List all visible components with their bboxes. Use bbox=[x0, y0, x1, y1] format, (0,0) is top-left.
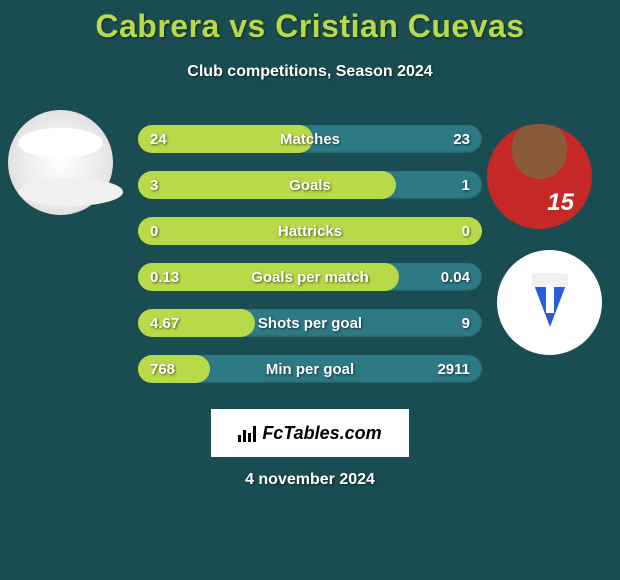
subtitle: Club competitions, Season 2024 bbox=[0, 63, 620, 81]
stat-label: Matches bbox=[280, 131, 340, 148]
stat-label: Hattricks bbox=[278, 223, 342, 240]
stat-right-value: 23 bbox=[453, 131, 470, 148]
stat-right-value: 0 bbox=[462, 223, 470, 240]
branding-box: FcTables.com bbox=[211, 409, 409, 457]
player-right-avatar bbox=[487, 124, 592, 229]
stat-left-value: 24 bbox=[150, 131, 167, 148]
stats-bars: 24 Matches 23 3 Goals 1 0 Hattricks 0 0.… bbox=[138, 125, 482, 383]
comparison-card: Cabrera vs Cristian Cuevas Club competit… bbox=[0, 0, 620, 489]
stat-label: Shots per goal bbox=[258, 315, 362, 332]
stat-bar-goals-per-match: 0.13 Goals per match 0.04 bbox=[138, 263, 482, 291]
stat-label: Goals bbox=[289, 177, 331, 194]
stat-bar-min-per-goal: 768 Min per goal 2911 bbox=[138, 355, 482, 383]
date-text: 4 november 2024 bbox=[0, 471, 620, 489]
stat-left-value: 0 bbox=[150, 223, 158, 240]
stat-bar-shots-per-goal: 4.67 Shots per goal 9 bbox=[138, 309, 482, 337]
stat-left-value: 3 bbox=[150, 177, 158, 194]
branding-text: FcTables.com bbox=[262, 423, 381, 444]
player-left-team-badge bbox=[18, 178, 123, 206]
stat-left-value: 768 bbox=[150, 361, 175, 378]
page-title: Cabrera vs Cristian Cuevas bbox=[0, 8, 620, 45]
stat-left-value: 4.67 bbox=[150, 315, 179, 332]
stat-right-value: 1 bbox=[462, 177, 470, 194]
stat-right-value: 2911 bbox=[437, 361, 470, 378]
stat-label: Goals per match bbox=[251, 269, 369, 286]
stat-right-value: 0.04 bbox=[441, 269, 470, 286]
stat-label: Min per goal bbox=[266, 361, 354, 378]
stat-left-value: 0.13 bbox=[150, 269, 179, 286]
player-right-team-badge bbox=[497, 250, 602, 355]
pennant-icon bbox=[534, 285, 566, 327]
stat-bar-matches: 24 Matches 23 bbox=[138, 125, 482, 153]
stat-fill bbox=[138, 171, 396, 199]
stat-right-value: 9 bbox=[462, 315, 470, 332]
stat-bar-goals: 3 Goals 1 bbox=[138, 171, 482, 199]
stat-bar-hattricks: 0 Hattricks 0 bbox=[138, 217, 482, 245]
bar-chart-icon bbox=[238, 424, 256, 442]
